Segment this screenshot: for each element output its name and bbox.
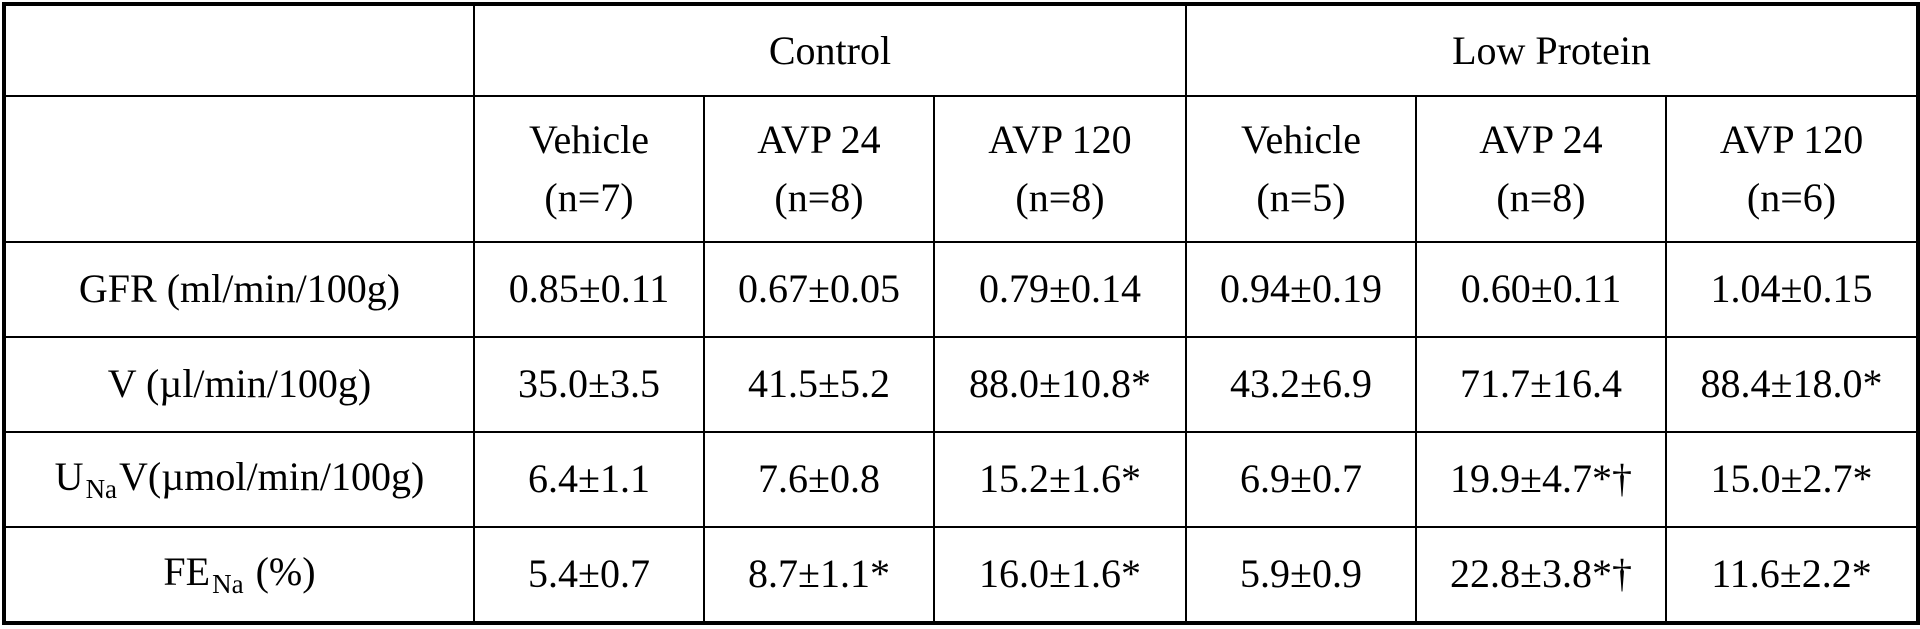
row-label-subscript: Na [212,569,244,600]
table-cell: 6.9±0.7 [1185,430,1417,528]
column-header: Vehicle (n=5) [1185,95,1417,243]
corner-cell [3,2,475,98]
column-header: Vehicle (n=7) [473,95,705,243]
row-label: UNaV(µmol/min/100g) [3,430,475,528]
table-cell: 6.4±1.1 [473,430,705,528]
table-cell: 16.0±1.6* [933,525,1187,625]
corner-cell [3,95,475,243]
table-cell: 15.0±2.7* [1664,430,1920,528]
table-cell: 88.0±10.8* [933,335,1187,433]
table-cell: 88.4±18.0* [1664,335,1920,433]
column-n: (n=8) [1496,174,1586,220]
table-row-gfr: GFR (ml/min/100g) 0.85±0.11 0.67±0.05 0.… [3,240,1920,338]
table-cell: 0.85±0.11 [473,240,705,338]
row-label: V (µl/min/100g) [3,335,475,433]
column-n: (n=6) [1746,174,1837,220]
table-cell: 0.67±0.05 [703,240,935,338]
column-name: AVP 120 [1719,116,1864,162]
column-name: AVP 120 [988,116,1132,162]
column-header: AVP 120 (n=6) [1664,95,1920,243]
column-n: (n=8) [1015,174,1105,220]
table-cell: 0.79±0.14 [933,240,1187,338]
column-n: (n=7) [544,174,634,220]
row-label-rest: V(µmol/min/100g) [119,454,425,500]
row-label-subscript: Na [85,474,118,505]
column-header: AVP 24 (n=8) [1415,95,1667,243]
table-cell: 41.5±5.2 [703,335,935,433]
table-cell: 1.04±0.15 [1664,240,1920,338]
table-cell: 15.2±1.6* [933,430,1187,528]
column-n: (n=8) [774,174,864,220]
table-cell: 5.9±0.9 [1185,525,1417,625]
column-n: (n=5) [1256,174,1346,220]
column-header: AVP 120 (n=8) [933,95,1187,243]
column-name: Vehicle [529,116,649,162]
table-cell: 0.94±0.19 [1185,240,1417,338]
table-cell: 11.6±2.2* [1664,525,1920,625]
table-cell: 71.7±16.4 [1415,335,1667,433]
table-row-v: V (µl/min/100g) 35.0±3.5 41.5±5.2 88.0±1… [3,335,1920,433]
row-label: GFR (ml/min/100g) [3,240,475,338]
group-header-row: Control Low Protein [3,2,1920,98]
table-row-una-v: UNaV(µmol/min/100g) 6.4±1.1 7.6±0.8 15.2… [3,430,1920,528]
row-label-main: FE [163,549,211,595]
column-name: Vehicle [1241,116,1361,162]
row-label-rest: (%) [245,549,316,595]
column-header-row: Vehicle (n=7) AVP 24 (n=8) AVP 120 (n=8) Ve… [3,95,1920,243]
table-cell: 35.0±3.5 [473,335,705,433]
table-cell: 22.8±3.8*† [1415,525,1667,625]
table-cell: 19.9±4.7*† [1415,430,1667,528]
group-header-control: Control [473,2,1187,98]
table-cell: 8.7±1.1* [703,525,935,625]
column-name: AVP 24 [1479,116,1603,162]
column-name: AVP 24 [757,116,881,162]
row-label: FENa (%) [3,525,475,625]
group-header-low-protein: Low Protein [1184,2,1920,98]
table-cell: 5.4±0.7 [473,525,705,625]
table-cell: 7.6±0.8 [703,430,935,528]
table-row-fe-na: FENa (%) 5.4±0.7 8.7±1.1* 16.0±1.6* 5.9±… [3,525,1920,625]
table-cell: 43.2±6.9 [1185,335,1417,433]
row-label-main: U [54,454,84,500]
column-header: AVP 24 (n=8) [703,95,935,243]
table-cell: 0.60±0.11 [1415,240,1667,338]
